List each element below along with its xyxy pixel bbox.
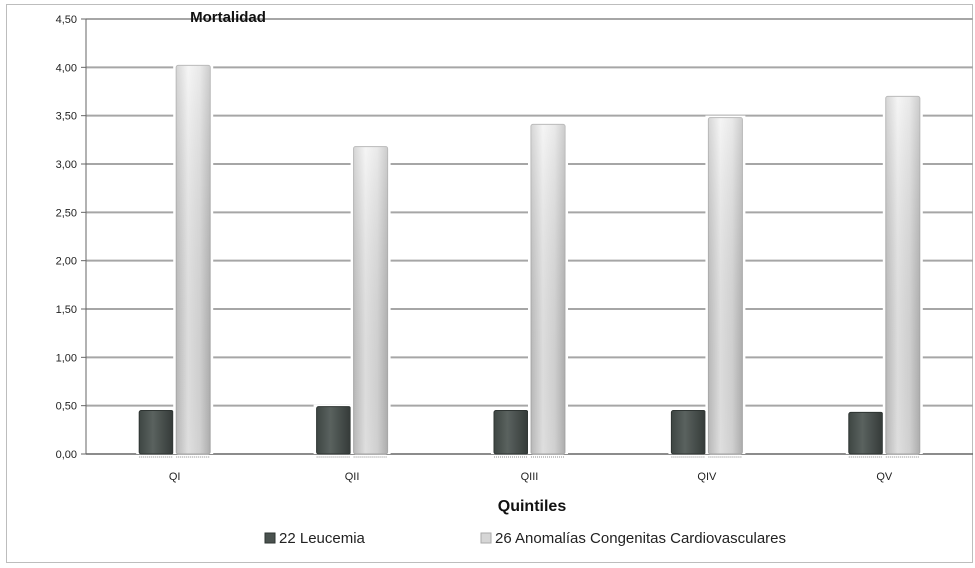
x-tick-label: QII [345, 471, 360, 483]
legend-label-anomalias: 26 Anomalías Congenitas Cardiovasculares [495, 530, 786, 547]
legend-swatch-leucemia [264, 532, 276, 544]
chart-title: Mortalidad [190, 9, 266, 26]
y-tick-label: 4,00 [56, 62, 77, 74]
legend-swatch-anomalias [480, 532, 492, 544]
bar-shading [531, 124, 565, 454]
chart-frame [6, 4, 973, 563]
legend-label-leucemia: 22 Leucemia [279, 530, 366, 547]
y-tick-label: 3,50 [56, 111, 77, 123]
y-tick-label: 1,00 [56, 352, 77, 364]
bar-leucemia [848, 411, 884, 455]
x-tick-label: QIV [697, 471, 717, 483]
x-tick-label: QV [876, 471, 893, 483]
bar-leucemia [316, 406, 352, 455]
y-tick-label: 2,00 [56, 256, 77, 268]
x-tick-label: QI [169, 471, 181, 483]
x-tick-label: QIII [521, 471, 539, 483]
bar-leucemia [138, 410, 174, 455]
bar-shading [708, 117, 743, 454]
y-tick-label: 2,50 [56, 207, 77, 219]
bar-shading [885, 96, 920, 454]
bar-shading [176, 65, 211, 455]
legend: 22 Leucemia 26 Anomalías Congenitas Cardi… [264, 530, 786, 547]
y-tick-label: 3,00 [56, 159, 77, 171]
y-tick-label: 4,50 [56, 14, 77, 26]
y-tick-label: 0,50 [56, 401, 77, 413]
bar-leucemia [670, 410, 706, 455]
bar-shading [353, 146, 388, 454]
y-tick-label: 1,50 [56, 304, 77, 316]
bar-leucemia [493, 410, 529, 455]
x-axis-title: Quintiles [498, 498, 567, 515]
y-tick-label: 0,00 [56, 449, 77, 461]
